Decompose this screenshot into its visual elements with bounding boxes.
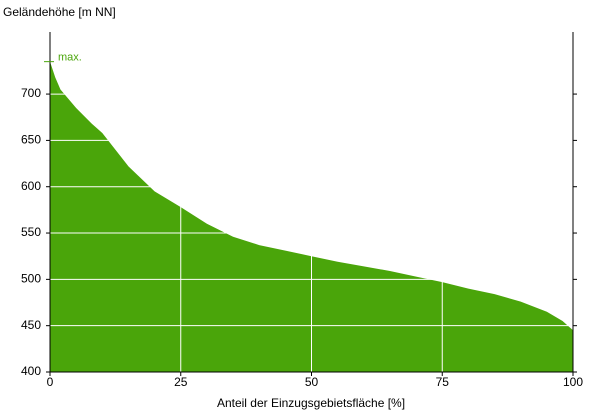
y-tick-label: 550 xyxy=(21,225,41,239)
y-tick-label: 600 xyxy=(21,179,41,193)
y-axis-label: Geländehöhe [m NN] xyxy=(3,5,116,19)
x-tick-label: 25 xyxy=(174,375,188,389)
y-tick-label: 500 xyxy=(21,272,41,286)
y-tick-label: 650 xyxy=(21,133,41,147)
x-tick-label: 75 xyxy=(436,375,450,389)
x-axis-label: Anteil der Einzugsgebietsfläche [%] xyxy=(217,396,405,410)
annotation: max. xyxy=(58,52,82,64)
x-tick-label: 100 xyxy=(563,375,583,389)
x-tick-label: 0 xyxy=(47,375,54,389)
y-tick-label: 450 xyxy=(21,318,41,332)
x-tick-label: 50 xyxy=(305,375,319,389)
y-tick-label: 400 xyxy=(21,364,41,378)
y-tick-label: 700 xyxy=(21,86,41,100)
